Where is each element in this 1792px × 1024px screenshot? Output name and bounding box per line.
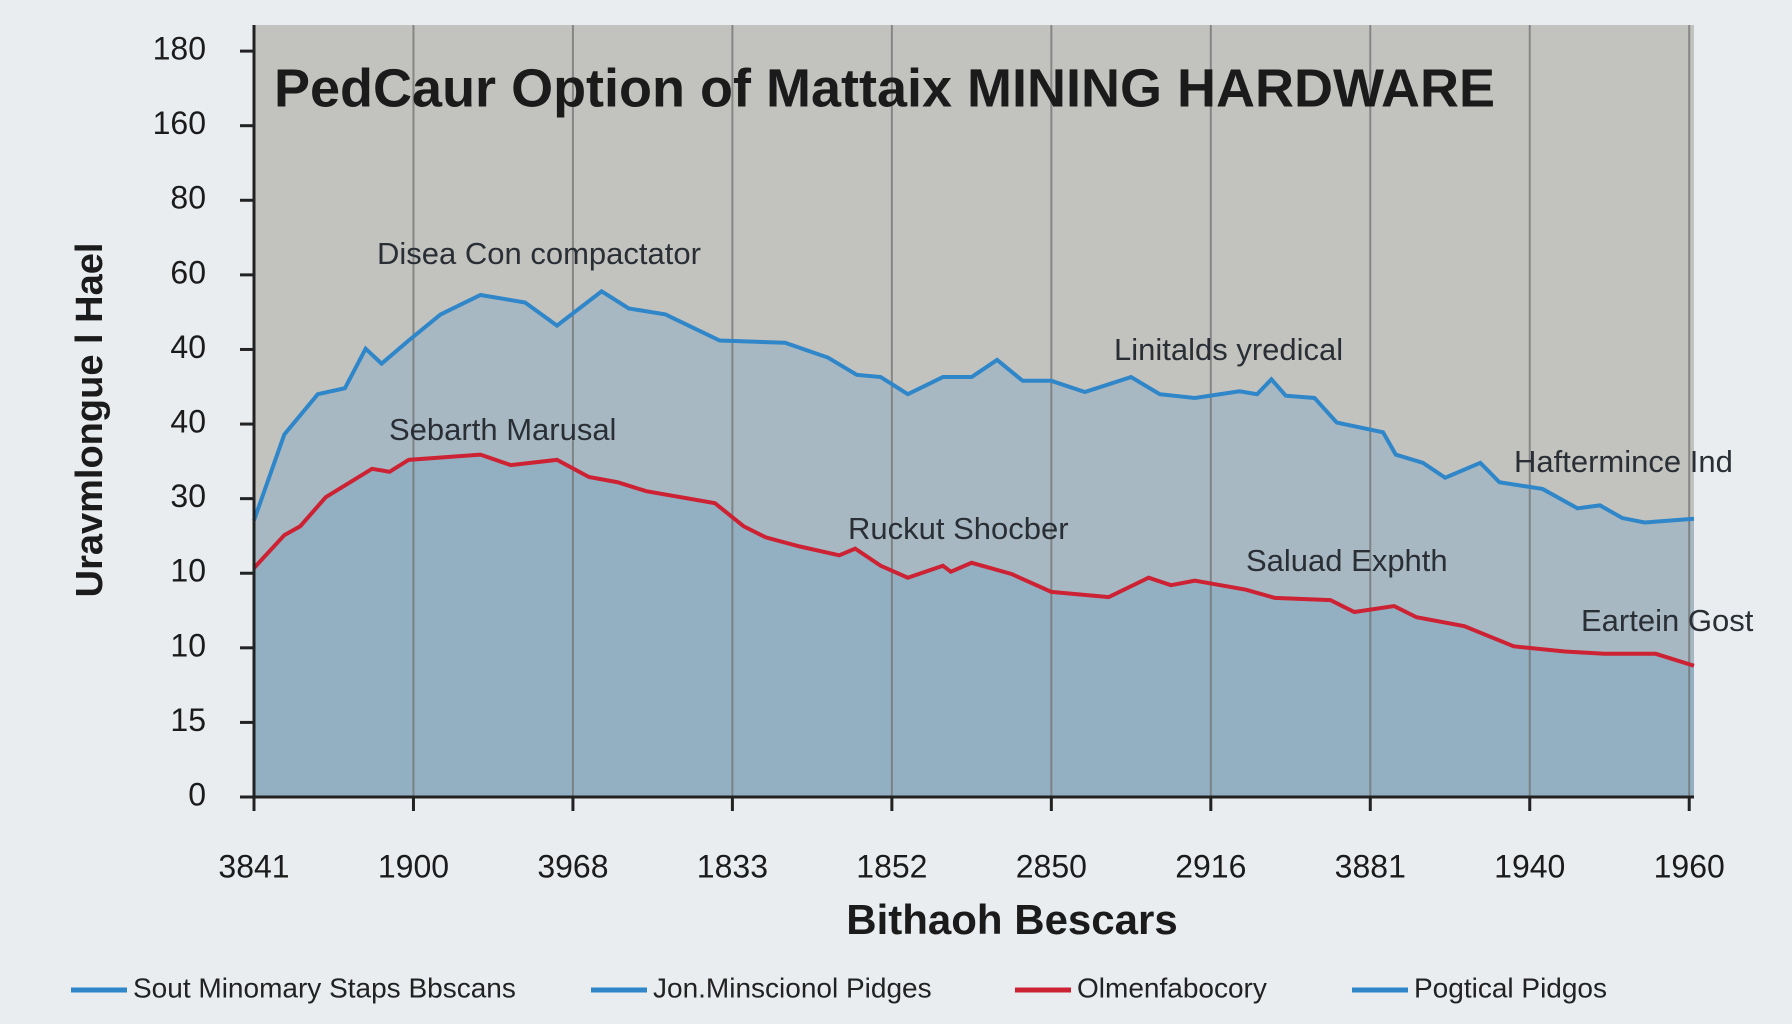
x-tick-label: 3841 <box>218 848 289 884</box>
y-tick-label: 60 <box>170 254 206 290</box>
x-tick-label: 1900 <box>378 848 449 884</box>
y-tick-label: 0 <box>188 776 206 812</box>
y-tick-label: 10 <box>170 553 206 589</box>
x-tick-label: 1940 <box>1494 848 1565 884</box>
legend-label: Olmenfabocory <box>1077 972 1267 1003</box>
y-tick-label: 15 <box>170 702 206 738</box>
x-axis-label: Bithaoh Bescars <box>846 896 1177 943</box>
legend-label: Jon.Minscionol Pidges <box>653 972 932 1003</box>
annotation: Sebarth Marusal <box>389 412 616 447</box>
annotation: Ruckut Shocber <box>848 511 1069 546</box>
annotation: Haftermince Ind <box>1514 444 1733 479</box>
legend-label: Pogtical Pidgos <box>1414 972 1607 1003</box>
y-tick-label: 80 <box>170 180 206 216</box>
x-tick-label: 3881 <box>1335 848 1406 884</box>
annotation: Eartein Gost <box>1581 603 1754 638</box>
y-tick-label: 160 <box>153 105 206 141</box>
x-tick-label: 2916 <box>1175 848 1246 884</box>
x-tick-label: 3968 <box>537 848 608 884</box>
x-tick-label: 1960 <box>1654 848 1725 884</box>
x-tick-label: 1833 <box>697 848 768 884</box>
y-tick-label: 30 <box>170 478 206 514</box>
y-tick-label: 10 <box>170 627 206 663</box>
x-tick-label: 1852 <box>856 848 927 884</box>
y-axis-label: Uravmlongue l Hael <box>69 243 111 598</box>
chart-title: PedCaur Option of Mattaix MINING HARDWAR… <box>274 58 1495 118</box>
line <box>252 288 1695 525</box>
line <box>252 452 1695 668</box>
y-tick-label: 40 <box>170 329 206 365</box>
x-tick-label: 2850 <box>1016 848 1087 884</box>
annotation: Linitalds yredical <box>1114 332 1343 367</box>
annotation: Disea Con compactator <box>377 236 701 271</box>
annotation: Saluad Exphth <box>1246 543 1448 578</box>
y-tick-label: 40 <box>170 404 206 440</box>
y-tick-label: 180 <box>153 31 206 67</box>
plot-area <box>252 25 1695 797</box>
area <box>254 454 1694 797</box>
legend-label: Sout Minomary Staps Bbscans <box>133 972 516 1003</box>
